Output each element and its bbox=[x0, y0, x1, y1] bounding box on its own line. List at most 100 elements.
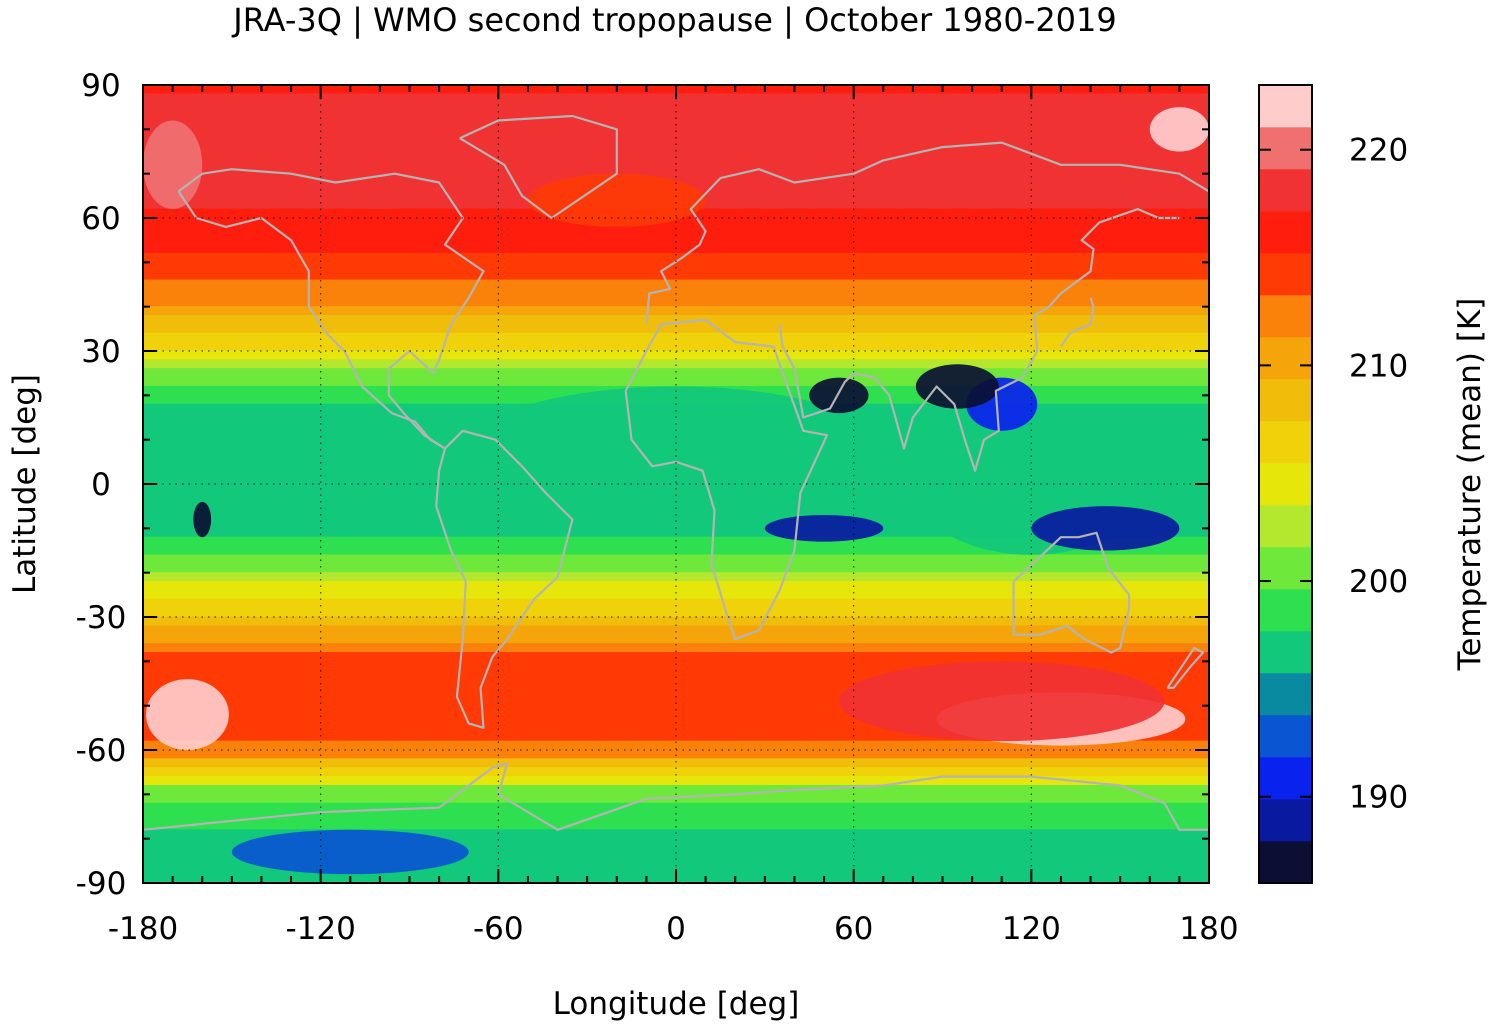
coastline bbox=[143, 762, 1209, 831]
coastline bbox=[1059, 297, 1095, 348]
y-tick-label: 30 bbox=[81, 334, 120, 370]
temperature-band bbox=[143, 102, 1209, 113]
x-tick-label: -180 bbox=[108, 911, 178, 947]
colorbar-swatch bbox=[1259, 336, 1312, 380]
temperature-band bbox=[143, 536, 1209, 547]
coastline bbox=[177, 168, 574, 729]
temperature-band bbox=[143, 758, 1209, 769]
temperature-band bbox=[143, 847, 1209, 857]
colorbar-swatch bbox=[1259, 840, 1312, 884]
colorbar-swatch bbox=[1259, 84, 1312, 128]
temperature-band bbox=[143, 261, 1209, 272]
temperature-band bbox=[143, 643, 1209, 653]
colorbar-swatch bbox=[1259, 714, 1312, 758]
anomaly-patch bbox=[1031, 506, 1180, 551]
temperature-band bbox=[143, 554, 1209, 565]
anomaly-patch bbox=[145, 679, 229, 750]
y-tick-label: -30 bbox=[76, 600, 127, 636]
temperature-band bbox=[143, 563, 1209, 574]
temperature-band bbox=[143, 740, 1209, 751]
colorbar-swatch bbox=[1259, 378, 1312, 422]
y-axis-ticks: 90 60 30 0 -30 -60 -90 bbox=[76, 68, 1209, 902]
temperature-band bbox=[143, 669, 1209, 680]
anomaly-patch bbox=[838, 661, 1165, 742]
chart-title: JRA-3Q | WMO second tropopause | October… bbox=[231, 1, 1117, 39]
temperature-band bbox=[143, 651, 1209, 662]
anomaly-patch bbox=[764, 515, 884, 542]
colorbar-label: Temperature (mean) [K] bbox=[1452, 298, 1488, 672]
colorbar-tick-label: 200 bbox=[1349, 564, 1408, 600]
anomaly-patch bbox=[468, 386, 884, 511]
temperature-band bbox=[143, 359, 1209, 370]
anomaly-patch bbox=[231, 829, 469, 875]
temperature-band bbox=[143, 518, 1209, 529]
temperature-band bbox=[143, 235, 1209, 246]
anomaly-patch bbox=[157, 430, 306, 520]
colorbar-swatch bbox=[1259, 798, 1312, 842]
coastline bbox=[1012, 531, 1131, 654]
colorbar-frame bbox=[1258, 84, 1313, 884]
colorbar-swatch bbox=[1259, 546, 1312, 590]
colorbar-swatch bbox=[1259, 630, 1312, 674]
coastline bbox=[778, 208, 1180, 472]
temperature-band bbox=[143, 589, 1209, 600]
temperature-band bbox=[143, 155, 1209, 166]
temperature-band bbox=[143, 820, 1209, 831]
colorbar-swatch bbox=[1259, 210, 1312, 254]
heatmap-area bbox=[143, 85, 1209, 883]
y-axis-label: Latitude [deg] bbox=[7, 374, 43, 594]
y-tick-label: 0 bbox=[91, 467, 111, 503]
colorbar bbox=[1259, 84, 1312, 884]
anomaly-patch bbox=[193, 501, 212, 538]
temperature-band bbox=[143, 297, 1209, 308]
temperature-band bbox=[143, 137, 1209, 148]
coastline bbox=[624, 318, 829, 641]
temperature-band bbox=[143, 244, 1209, 254]
x-tick-label: 180 bbox=[1179, 911, 1238, 947]
temperature-band bbox=[143, 279, 1209, 290]
regional-anomalies bbox=[143, 107, 1209, 875]
anomaly-patch bbox=[143, 120, 203, 210]
x-tick-label: 120 bbox=[1002, 911, 1061, 947]
temperature-band bbox=[143, 855, 1209, 866]
colorbar-swatch bbox=[1259, 168, 1312, 212]
temperature-band bbox=[143, 838, 1209, 849]
temperature-band bbox=[143, 350, 1209, 361]
temperature-band bbox=[143, 377, 1209, 387]
x-tick-label: 60 bbox=[834, 911, 873, 947]
temperature-band bbox=[143, 270, 1209, 281]
temperature-band bbox=[143, 368, 1209, 379]
temperature-band bbox=[143, 714, 1209, 724]
anomaly-patch bbox=[809, 377, 869, 414]
colorbar-swatch bbox=[1259, 252, 1312, 296]
temperature-band bbox=[143, 545, 1209, 556]
coastline bbox=[459, 114, 618, 220]
temperature-band bbox=[143, 829, 1209, 840]
colorbar-swatch bbox=[1259, 420, 1312, 464]
temperature-band bbox=[143, 527, 1209, 538]
temperature-band bbox=[143, 811, 1209, 822]
temperature-band bbox=[143, 572, 1209, 583]
temperature-band bbox=[143, 341, 1209, 352]
colorbar-swatch bbox=[1259, 126, 1312, 170]
anomaly-patch bbox=[1149, 107, 1209, 152]
temperature-band bbox=[143, 687, 1209, 698]
anomaly-patch bbox=[305, 138, 454, 210]
temperature-band bbox=[143, 252, 1209, 263]
temperature-band bbox=[143, 173, 1209, 184]
temperature-band bbox=[143, 616, 1209, 627]
temperature-band bbox=[143, 767, 1209, 778]
temperature-band bbox=[143, 128, 1209, 139]
colorbar-swatch bbox=[1259, 756, 1312, 800]
temperature-band bbox=[143, 625, 1209, 636]
x-tick-label: -60 bbox=[473, 911, 524, 947]
temperature-band bbox=[143, 323, 1209, 334]
temperature-band bbox=[143, 598, 1209, 609]
temperature-band bbox=[143, 793, 1209, 804]
x-tick-label: -120 bbox=[285, 911, 355, 947]
colorbar-swatch bbox=[1259, 462, 1312, 506]
temperature-band bbox=[143, 306, 1209, 317]
coastline bbox=[645, 141, 1209, 325]
x-axis-label: Longitude [deg] bbox=[553, 986, 800, 1022]
y-tick-label: 90 bbox=[81, 68, 120, 104]
